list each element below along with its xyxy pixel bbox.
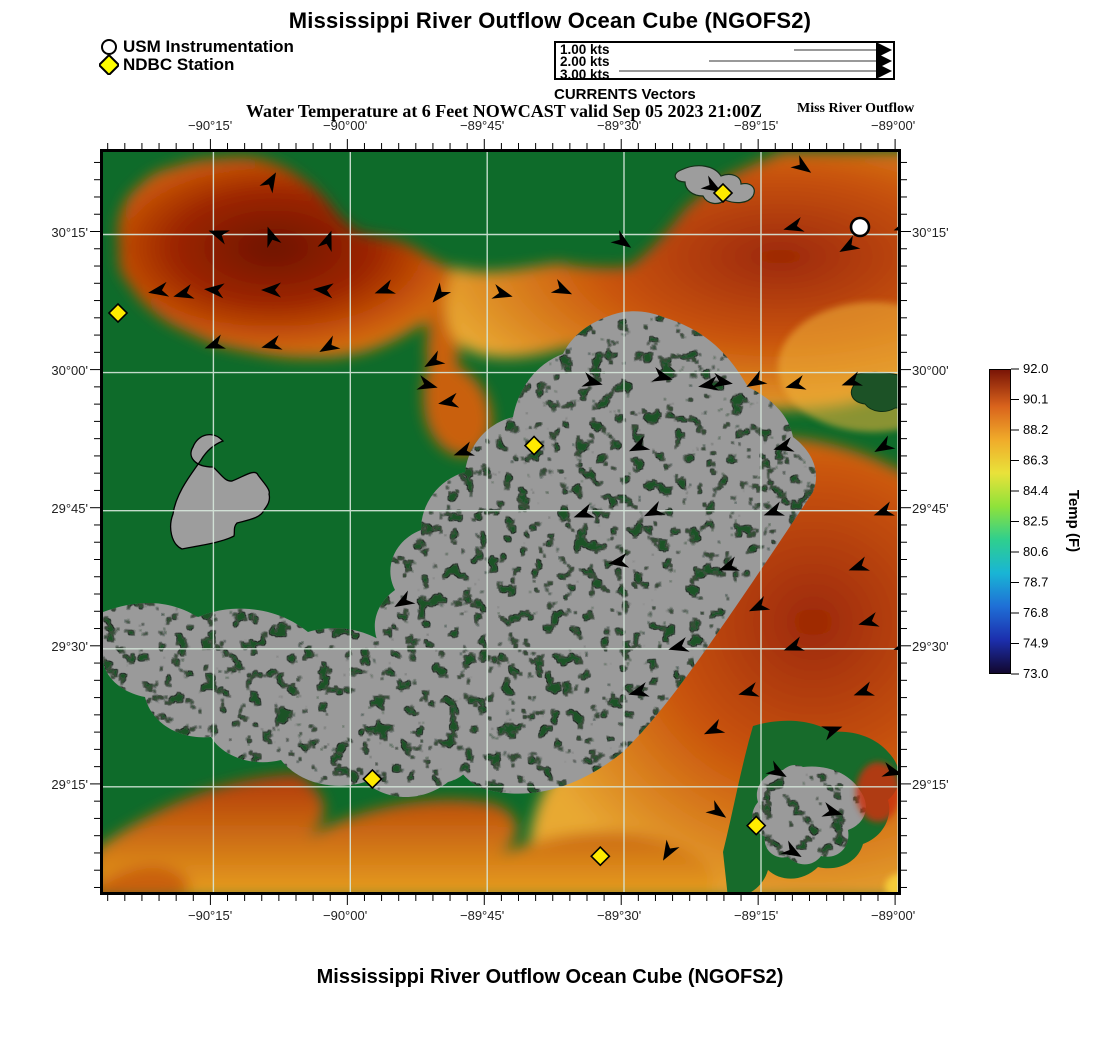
svg-text:82.5: 82.5 xyxy=(1023,514,1048,529)
svg-text:Temp (F): Temp (F) xyxy=(1065,490,1082,552)
svg-text:90.1: 90.1 xyxy=(1023,392,1048,407)
svg-text:84.4: 84.4 xyxy=(1023,483,1048,498)
svg-text:86.3: 86.3 xyxy=(1023,453,1048,468)
svg-text:74.9: 74.9 xyxy=(1023,636,1048,651)
svg-text:78.7: 78.7 xyxy=(1023,575,1048,590)
svg-text:73.0: 73.0 xyxy=(1023,666,1048,681)
svg-text:88.2: 88.2 xyxy=(1023,422,1048,437)
svg-text:80.6: 80.6 xyxy=(1023,544,1048,559)
svg-text:92.0: 92.0 xyxy=(1023,361,1048,376)
svg-text:76.8: 76.8 xyxy=(1023,605,1048,620)
